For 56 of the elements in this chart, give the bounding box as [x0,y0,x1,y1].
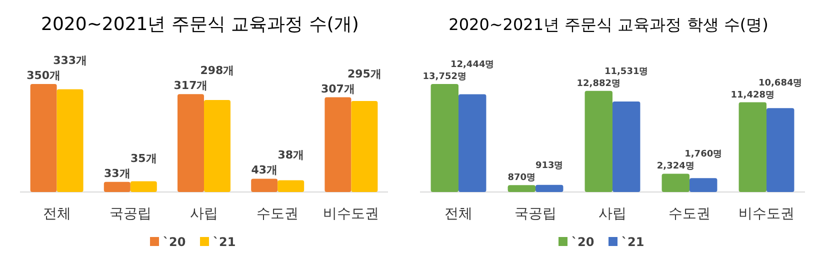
data-label: 33개 [104,166,130,180]
data-label: 307개 [320,82,355,96]
legend-label: `20 [163,235,186,249]
data-label: 333개 [53,54,88,67]
data-label: 295개 [347,67,382,80]
data-label: 2,324명 [656,162,694,172]
bar [662,174,690,192]
data-label: 913명 [535,161,564,172]
legend-label: `21 [622,235,644,249]
data-label: 298개 [200,64,234,78]
bar [204,100,230,192]
x-tick-label: 사립 [190,206,218,222]
bar [178,94,204,192]
data-label: 11,531명 [604,66,648,77]
bar [584,90,612,192]
data-label: 38개 [278,148,304,162]
chart-title: 2020~2021년 주문식 교육과정 수(개) [41,14,359,35]
data-label: 350개 [26,69,61,82]
bar [738,102,766,192]
x-tick-label: 비수도권 [738,206,794,222]
bar [324,97,352,192]
data-label: 13,752명 [422,72,467,82]
x-tick-label: 국공립 [514,206,556,222]
bar [430,84,458,192]
data-label: 11,428명 [730,90,775,100]
bar [612,101,640,192]
x-tick-label: 사립 [598,206,626,222]
data-label: 10,684명 [758,78,802,88]
bar [458,94,486,192]
bar [278,180,304,192]
data-label: 317개 [174,79,208,92]
bar [56,89,84,192]
bar [508,185,536,192]
x-tick-label: 국공립 [109,206,152,222]
bar [30,84,57,192]
data-label: 1,760명 [684,150,722,160]
data-label: 12,444명 [450,60,494,70]
legend-label: `21 [213,235,236,249]
data-label: 35개 [130,152,157,165]
x-tick-label: 전체 [42,206,71,222]
data-label: 870명 [508,173,536,184]
legend-label: `20 [572,235,594,249]
bar [766,108,794,192]
chart-title: 2020~2021년 주문식 교육과정 학생 수(명) [448,15,768,34]
bar [130,181,157,192]
data-label: 43개 [251,164,278,177]
bar [536,184,564,192]
bar [104,182,130,192]
bar [351,100,378,192]
x-tick-label: 전체 [444,206,472,222]
bar [251,178,278,192]
data-label: 12,882명 [576,78,621,89]
x-tick-label: 비수도권 [323,206,380,222]
x-tick-label: 수도권 [668,206,710,222]
x-tick-label: 수도권 [256,206,299,222]
bar [690,178,718,192]
